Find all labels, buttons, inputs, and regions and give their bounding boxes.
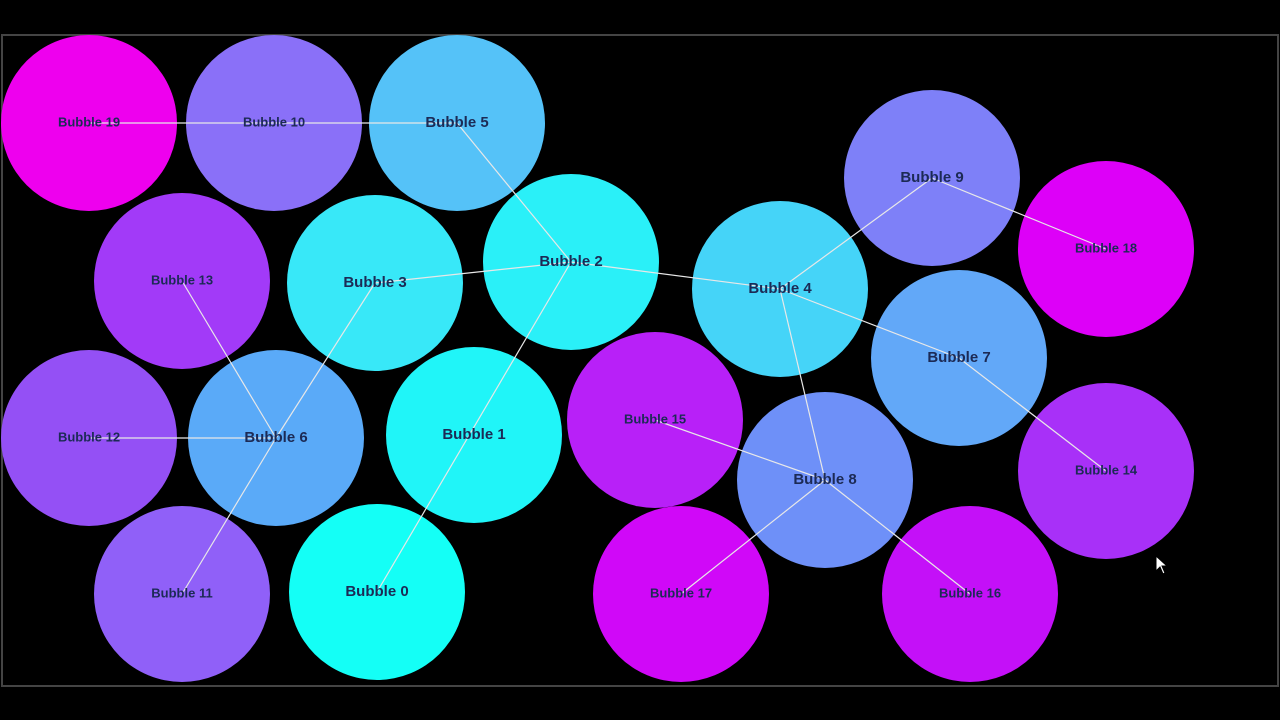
bubble-label: Bubble 5 (425, 114, 488, 131)
bubble-label: Bubble 2 (539, 253, 602, 270)
bubble-label: Bubble 15 (624, 411, 686, 426)
label-layer: Bubble 0 Bubble 1 Bubble 2 Bubble 3 Bubble 4… (58, 114, 1138, 600)
bubble-label: Bubble 12 (58, 429, 120, 444)
bubble-label: Bubble 18 (1075, 240, 1137, 255)
edge (931, 177, 1107, 250)
edge (958, 357, 1107, 472)
edge (654, 419, 826, 481)
bubble-label: Bubble 3 (343, 274, 406, 291)
bubble-label: Bubble 6 (244, 429, 307, 446)
bubble-label: Bubble 17 (650, 585, 712, 600)
cursor (1155, 554, 1169, 575)
bubble-label: Bubble 8 (793, 471, 856, 488)
edge (181, 280, 277, 439)
bubble[interactable] (386, 347, 562, 523)
bubble-label: Bubble 9 (900, 169, 963, 186)
bubble-circle[interactable] (386, 347, 562, 523)
bubble-label: Bubble 0 (345, 583, 408, 600)
edge (779, 288, 826, 481)
bubble-label: Bubble 16 (939, 585, 1001, 600)
bubble-label: Bubble 7 (927, 349, 990, 366)
bubble-label: Bubble 13 (151, 272, 213, 287)
bubble-label: Bubble 14 (1075, 462, 1138, 477)
edge (456, 122, 572, 263)
bubble-label: Bubble 11 (151, 585, 212, 600)
edge (181, 437, 277, 595)
edge (275, 282, 376, 439)
edge-layer (89, 122, 1107, 595)
bubble-label: Bubble 4 (748, 280, 812, 297)
bubble-label: Bubble 1 (442, 426, 505, 443)
edge (779, 288, 960, 359)
bubble-label: Bubble 10 (243, 114, 305, 129)
edge (376, 261, 572, 593)
edge (824, 479, 971, 595)
edge (680, 479, 826, 595)
edge (374, 261, 572, 284)
bubble-label: Bubble 19 (58, 114, 120, 129)
edge (779, 177, 933, 290)
edge (570, 261, 781, 290)
